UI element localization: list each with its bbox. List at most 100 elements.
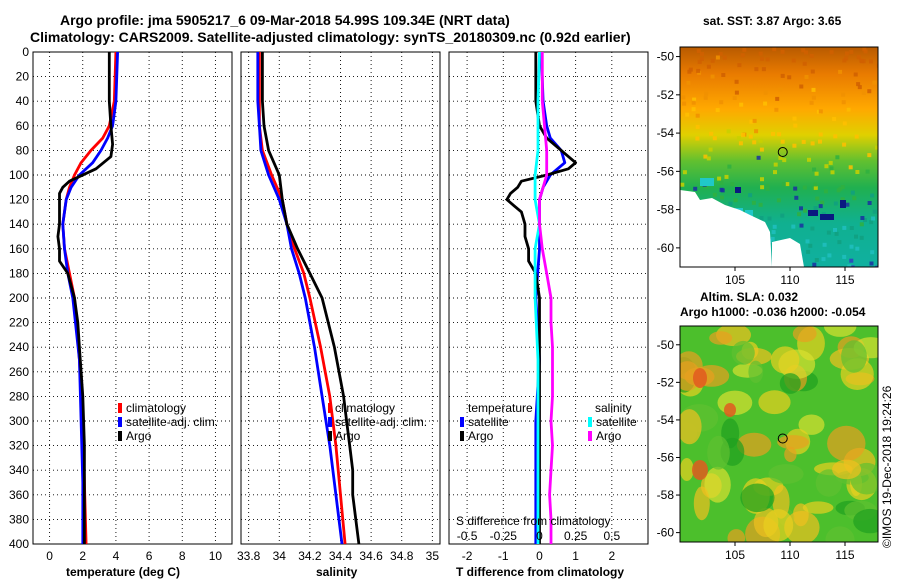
sst-pixel [842,121,847,126]
sst-pixel [822,242,827,247]
sst-pixel [845,202,850,207]
sst-pixel [710,58,715,63]
sst-pixel [844,51,849,56]
sst-pixel [748,134,753,139]
sst-pixel [791,58,796,63]
legend-satellite-label: satellite-adj. clim. [126,415,218,429]
sst-pixel [739,102,744,107]
sst-pixel [728,201,733,206]
x-tick-label: 34.4 [329,549,353,563]
sst-pixel [758,202,763,207]
sst-pixel [802,185,807,190]
sst-pixel [842,142,847,147]
legend-salinity-satellite-label: satellite [596,415,637,429]
lat-tick-label: -60 [657,241,675,255]
sst-pixel [706,64,711,69]
sst-pixel [865,169,870,174]
lon-tick-label: 105 [725,273,745,287]
imos-credit: ©IMOS 19-Dec-2018 19:24:26 [880,385,894,548]
sst-pixel [722,55,727,60]
sla-latitude-ticks: -50 -52 -54 -56 -58 -60 [657,338,680,540]
sla-patch [853,508,878,534]
sst-pixel [830,170,835,175]
sla-patch [802,501,834,514]
sla-map-frame [679,325,879,543]
sst-pixel [820,214,834,220]
lat-tick-label: -60 [657,526,675,540]
sst-pixel [808,243,813,248]
sst-pixel [846,107,851,112]
series-line-argo [260,52,361,545]
sst-pixel [818,132,823,137]
sst-pixel [752,140,757,145]
sst-pixel [715,108,720,113]
sst-pixel [801,48,806,53]
sst-pixel [724,174,729,179]
sla-patch [777,435,809,450]
sla-map: Altim. SLA: 0.032 Argo h1000: -0.036 h20… [657,290,879,562]
series-line-satellite-adj-clim- [256,52,344,545]
sst-pixel [808,210,818,216]
sst-pixel [765,57,770,62]
salinity-frame [240,51,441,545]
sst-pixel [718,52,723,57]
sst-map-frame [679,46,879,268]
sst-pixel [751,200,756,205]
sst-pixel [775,96,780,101]
salinity-difference-tick-label: -0.5 [457,529,478,543]
sst-pixel [811,95,816,100]
sla-patch [680,458,694,481]
sst-pixel [780,73,785,78]
legend-climatology-label: climatology [335,401,395,415]
sst-pixel [815,196,820,201]
sst-pixel [778,87,783,92]
sst-pixel [733,198,738,203]
x-tick-label: 6 [146,549,153,563]
sla-patch [763,509,794,542]
sst-pixel [813,182,818,187]
sst-pixel [826,230,831,235]
series-line-salinity-satellite [533,51,541,544]
sst-pixel [811,186,816,191]
temperature-lines [56,51,119,545]
sst-pixel [805,239,810,244]
sst-pixel [736,136,741,141]
sla-texture [680,326,878,542]
sla-patch [693,368,707,388]
sst-pixel [837,240,842,245]
salinity-difference-tick-label: 0.25 [564,529,588,543]
sst-pixel [787,75,792,80]
salinity-difference-tick-label: 0.5 [603,529,620,543]
sst-pixel [699,57,704,61]
sst-pixel [793,123,798,128]
x-tick-label: 4 [113,549,120,563]
sst-pixel [841,100,846,105]
sla-map-title: Altim. SLA: 0.032 [700,290,798,304]
depth-tick-label: 320 [9,439,29,453]
sla-patch [748,360,764,383]
salinity-grid [241,52,440,544]
sst-pixel [776,198,781,203]
sst-pixel [767,216,772,221]
sst-pixel [682,170,687,175]
sst-pixel [856,55,861,60]
depth-tick-label: 0 [22,45,29,59]
sst-pixel [859,235,864,240]
depth-tick-label: 380 [9,512,29,526]
sst-pixel [814,258,819,262]
salinity-tick-labels: 33.8 34 34.2 34.4 34.6 34.8 35 [237,549,439,563]
sst-pixel [854,134,859,139]
sst-missing-data [772,238,804,267]
sst-pixel [759,216,764,220]
sst-pixel [810,69,815,74]
argo-location-marker [777,147,788,158]
lon-tick-label: 115 [835,273,854,287]
sst-pixel [687,69,692,74]
legend-temperature-satellite-label: satellite [468,415,509,429]
sst-pixel [695,136,700,141]
sst-pixel [740,53,745,58]
depth-tick-label: 340 [9,463,29,477]
series-line-argo [56,52,114,544]
sla-patch [792,326,817,343]
